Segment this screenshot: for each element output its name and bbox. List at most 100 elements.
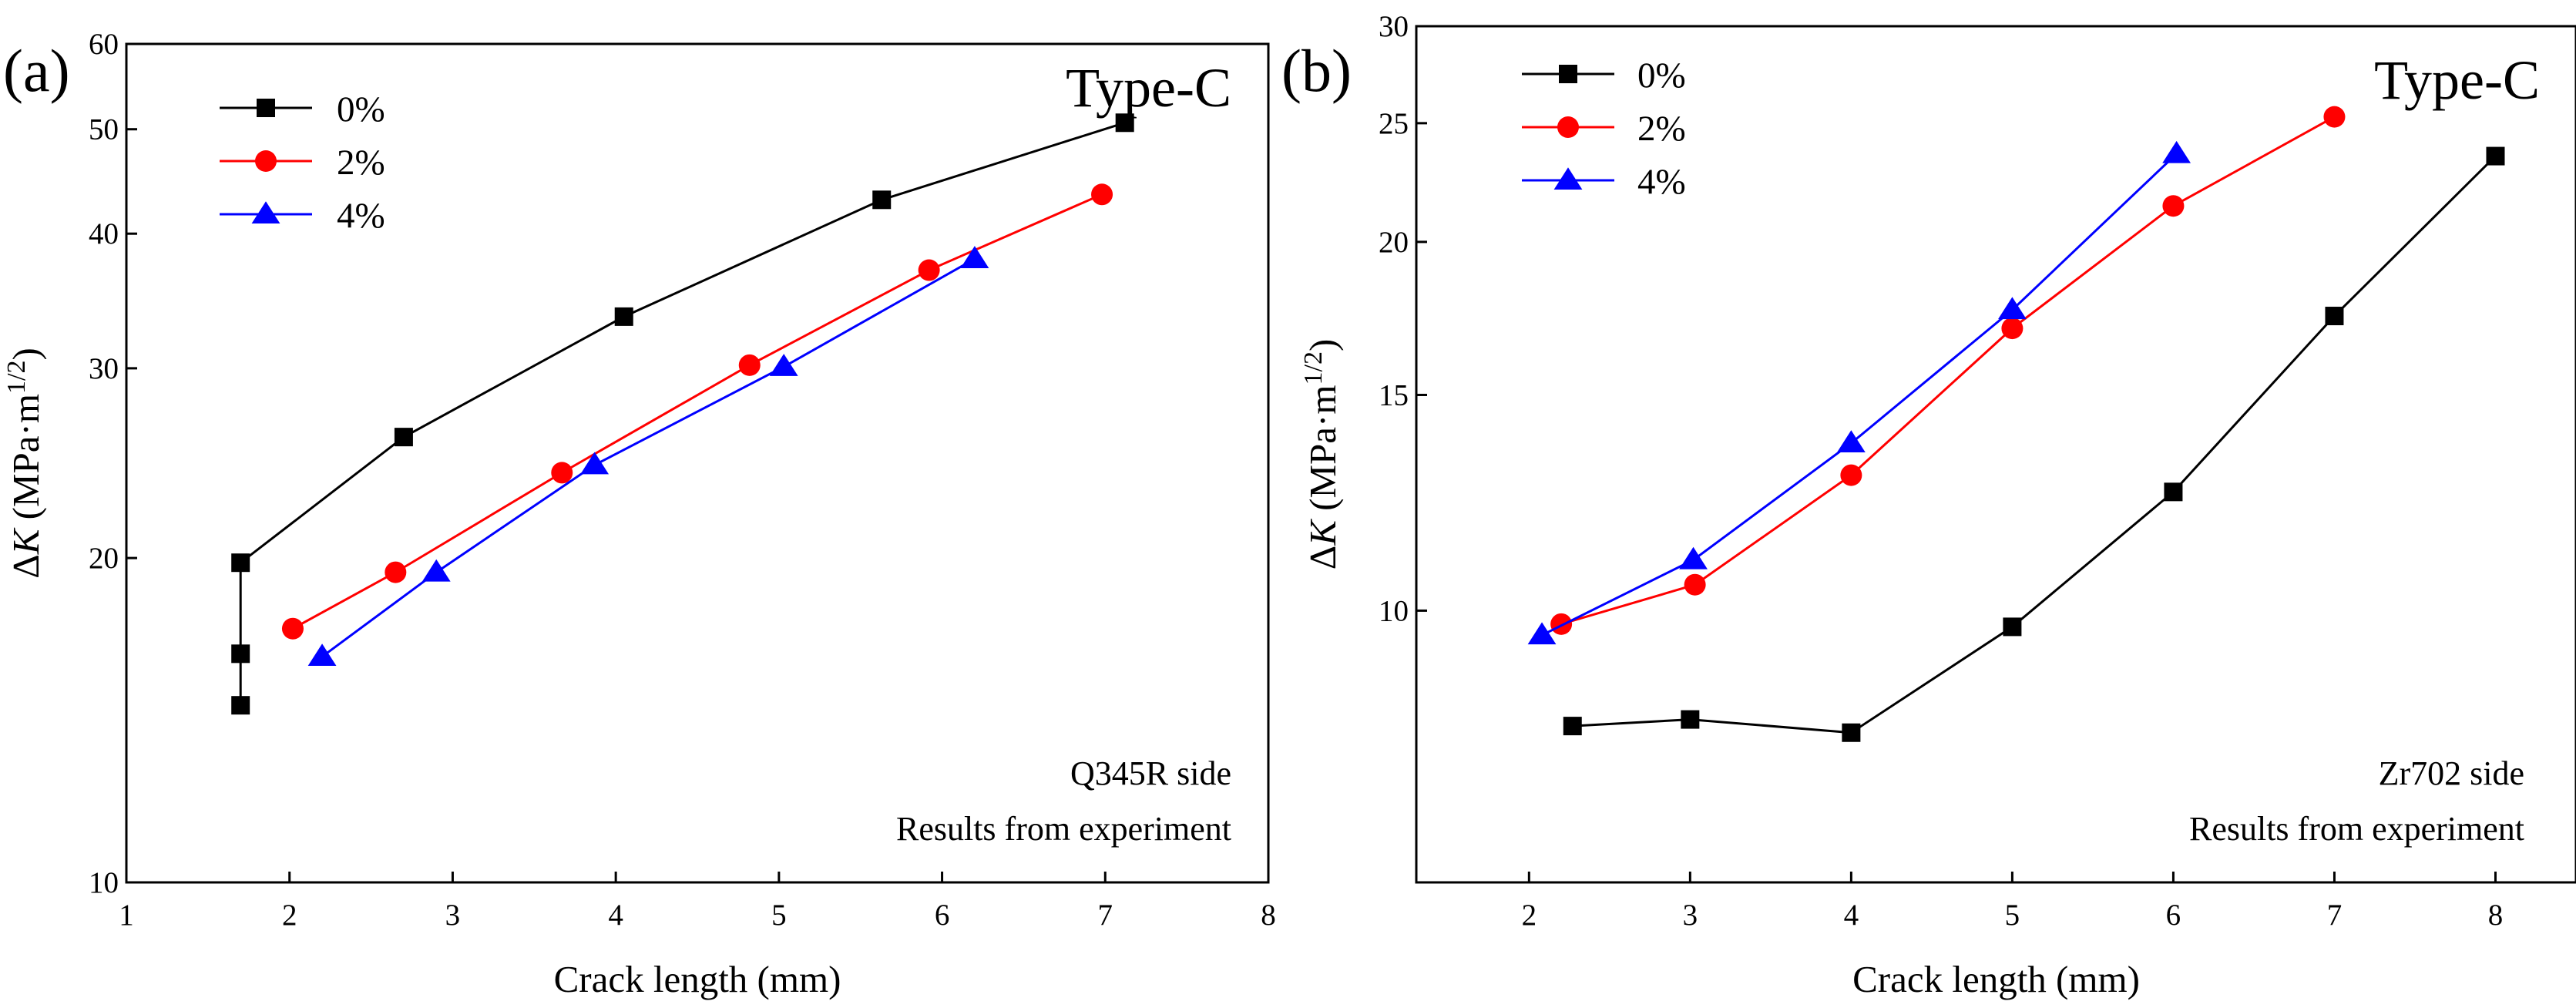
data-point	[614, 307, 633, 326]
data-point	[421, 559, 451, 582]
legend-marker	[257, 99, 275, 117]
legend-label: 4%	[337, 196, 385, 236]
x-tick-label: 1	[119, 899, 134, 932]
data-point	[580, 452, 610, 475]
y-axis-unit: (MPa·m	[1301, 385, 1344, 521]
annotation: Zr702 side	[2379, 754, 2524, 792]
series-line	[1560, 116, 2336, 626]
data-point	[2003, 617, 2022, 637]
data-point	[1836, 430, 1866, 453]
data-point	[1563, 717, 1582, 736]
y-axis-variable: K	[5, 527, 47, 555]
data-point	[231, 644, 250, 664]
legend-marker	[1557, 116, 1579, 138]
x-tick-label: 4	[608, 899, 623, 932]
y-tick-label: 15	[1379, 378, 1409, 412]
legend-entry: 2%	[220, 143, 385, 183]
legend-label: 0%	[1637, 55, 1686, 96]
data-point	[2486, 146, 2505, 166]
y-axis-delta: Δ	[1301, 546, 1344, 570]
x-tick-label: 3	[1683, 899, 1698, 932]
legend-entry: 2%	[1522, 109, 1686, 149]
x-tick-label: 4	[1844, 899, 1859, 932]
y-tick-label: 20	[1379, 226, 1409, 259]
panel-b: 2 3 4 5 6 7 8 10 15 20 25 30 Crack length (mm) ΔK (MP…	[1281, 10, 2576, 1000]
panel-label: (b)	[1281, 37, 1352, 104]
data-point	[1842, 723, 1861, 742]
y-tick-label: 30	[1379, 10, 1409, 43]
plot-frame	[1415, 25, 2576, 884]
chart-title: Type-C	[1066, 57, 1231, 119]
data-point	[1091, 183, 1113, 206]
data-point	[307, 643, 337, 667]
data-point	[769, 354, 798, 376]
legend-entry: 0%	[220, 89, 385, 129]
y-tick-label: 40	[89, 217, 119, 250]
legend-label: 0%	[337, 89, 385, 129]
legend-label: 2%	[337, 143, 385, 183]
annotation: Q345R side	[1070, 754, 1231, 792]
data-point	[281, 617, 304, 640]
series-line	[1541, 153, 2178, 637]
y-axis-variable: K	[1301, 519, 1344, 546]
legend-label: 2%	[1637, 109, 1686, 149]
x-tick-label: 2	[282, 899, 297, 932]
y-axis-unit: (MPa·m	[5, 394, 47, 529]
legend-entry: 0%	[1522, 55, 1686, 96]
x-tick-label: 5	[2005, 899, 2020, 932]
series-line	[1572, 155, 2497, 734]
data-point	[1840, 464, 1862, 486]
y-axis-close: )	[5, 348, 47, 360]
y-tick-label: 10	[89, 866, 119, 899]
x-tick-label: 7	[2327, 899, 2343, 932]
data-point	[2323, 106, 2346, 128]
y-axis-exponent: 1/2	[1299, 351, 1328, 385]
legend-entry: 4%	[220, 196, 385, 236]
data-point	[2162, 195, 2185, 217]
series-4-percent	[1527, 140, 2191, 645]
y-tick-label: 50	[89, 113, 119, 146]
x-tick-label: 2	[1522, 899, 1537, 932]
y-axis-title: ΔK (MPa·m1/2)	[1299, 339, 1344, 570]
y-tick-label: 25	[1379, 107, 1409, 140]
data-point	[1527, 622, 1557, 645]
annotation: Results from experiment	[2189, 810, 2524, 848]
legend-marker	[1553, 167, 1583, 190]
chart-title: Type-C	[2374, 49, 2540, 111]
y-tick-label: 10	[1379, 594, 1409, 627]
data-point	[2325, 307, 2344, 326]
x-tick-label: 3	[445, 899, 461, 932]
data-point	[231, 553, 250, 573]
y-axis-exponent: 1/2	[2, 361, 31, 394]
data-point	[2001, 318, 2024, 340]
legend-marker	[251, 201, 280, 223]
data-point	[872, 190, 892, 210]
panel-label: (a)	[3, 37, 70, 104]
legend-label: 4%	[1637, 162, 1686, 202]
data-point	[1684, 573, 1706, 596]
series-4-percent	[307, 246, 989, 667]
series-2-percent	[1550, 106, 2346, 635]
data-point	[551, 462, 573, 484]
x-axis-title: Crack length (mm)	[1852, 958, 2140, 1000]
data-point	[1998, 297, 2027, 320]
data-point	[1681, 710, 1700, 729]
x-tick-label: 8	[1261, 899, 1276, 932]
y-tick-label: 20	[89, 542, 119, 575]
legend-marker	[255, 150, 277, 172]
x-tick-label: 5	[771, 899, 787, 932]
data-point	[2164, 482, 2183, 502]
series-2-percent	[281, 183, 1113, 640]
legend-entry: 4%	[1522, 162, 1686, 202]
data-point	[231, 696, 250, 715]
legend-marker	[1559, 65, 1577, 83]
data-point	[960, 246, 989, 268]
data-point	[1115, 113, 1134, 133]
data-point	[2162, 140, 2191, 163]
y-tick-label: 30	[89, 352, 119, 385]
series-0-percent	[1563, 146, 2505, 742]
data-point	[918, 259, 940, 281]
series-0-percent	[231, 113, 1134, 715]
x-tick-label: 6	[2166, 899, 2181, 932]
